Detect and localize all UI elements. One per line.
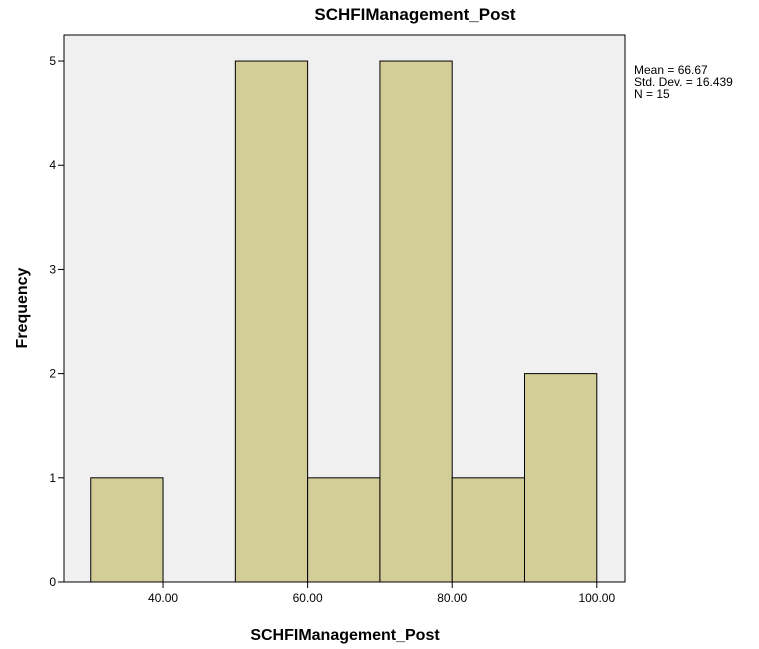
annotation: N = 15 xyxy=(634,87,670,101)
x-tick-label: 100.00 xyxy=(578,591,615,605)
y-tick-label: 4 xyxy=(49,158,56,172)
y-tick-label: 5 xyxy=(49,54,56,68)
x-tick-label: 60.00 xyxy=(293,591,323,605)
y-axis-label: Frequency xyxy=(14,267,31,348)
bar xyxy=(90,477,164,583)
bar xyxy=(307,477,381,583)
y-tick-label: 1 xyxy=(49,471,56,485)
y-tick-label: 2 xyxy=(49,367,56,381)
x-axis-label: SCHFIManagement_Post xyxy=(250,627,440,644)
y-tick-label: 3 xyxy=(49,262,56,276)
bar xyxy=(451,477,526,583)
bar xyxy=(234,60,309,583)
x-tick-label: 40.00 xyxy=(148,591,178,605)
chart-title: SCHFIManagement_Post xyxy=(314,5,516,24)
x-tick-label: 80.00 xyxy=(437,591,467,605)
annotation: Mean = 66.67 xyxy=(634,63,708,77)
annotation: Std. Dev. = 16.439 xyxy=(634,75,733,89)
y-tick-label: 0 xyxy=(49,575,56,589)
bar xyxy=(379,60,453,583)
bar xyxy=(524,373,598,583)
